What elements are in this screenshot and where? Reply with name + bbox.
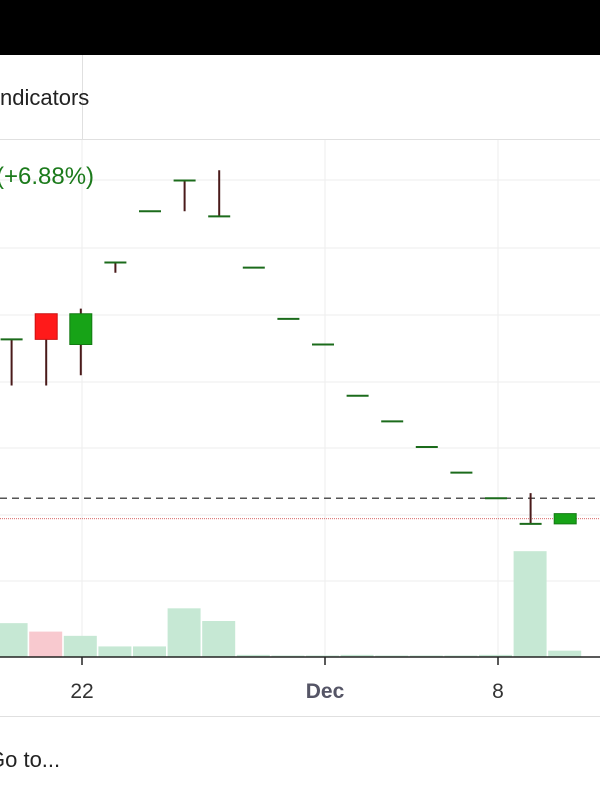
indicators-button[interactable]: ndicators <box>0 55 89 139</box>
indicators-label: ndicators <box>0 85 90 110</box>
volume-bar <box>513 551 547 657</box>
volume-bar <box>63 635 97 657</box>
price-change-percent: (+6.88%) <box>0 163 95 190</box>
chart-toolbar: ndicators <box>0 55 600 140</box>
x-tick-label: Dec <box>306 680 345 703</box>
candle-body <box>553 513 577 525</box>
volume-bar <box>167 608 201 657</box>
x-tick-label: 8 <box>492 680 504 703</box>
volume-bar <box>548 650 582 657</box>
volume-bar <box>479 654 512 657</box>
volume-bar <box>202 621 236 657</box>
volume-bar <box>98 646 132 657</box>
candlestick-chart: 22 Dec 8 <box>0 140 600 703</box>
x-tick-label: 22 <box>70 680 93 703</box>
status-bar <box>0 0 600 55</box>
volume-bar <box>133 646 166 657</box>
volume-bar <box>29 631 63 657</box>
candle-body <box>69 313 93 345</box>
candle-body <box>34 313 58 340</box>
price-chart[interactable]: 22 Dec 8 (+6.88%) <box>0 140 600 715</box>
volume-bar <box>340 654 374 657</box>
volume-bar <box>236 654 270 657</box>
bottom-bar: Go to... <box>0 716 600 801</box>
volume-bar <box>0 623 28 657</box>
goto-button[interactable]: Go to... <box>0 747 61 772</box>
